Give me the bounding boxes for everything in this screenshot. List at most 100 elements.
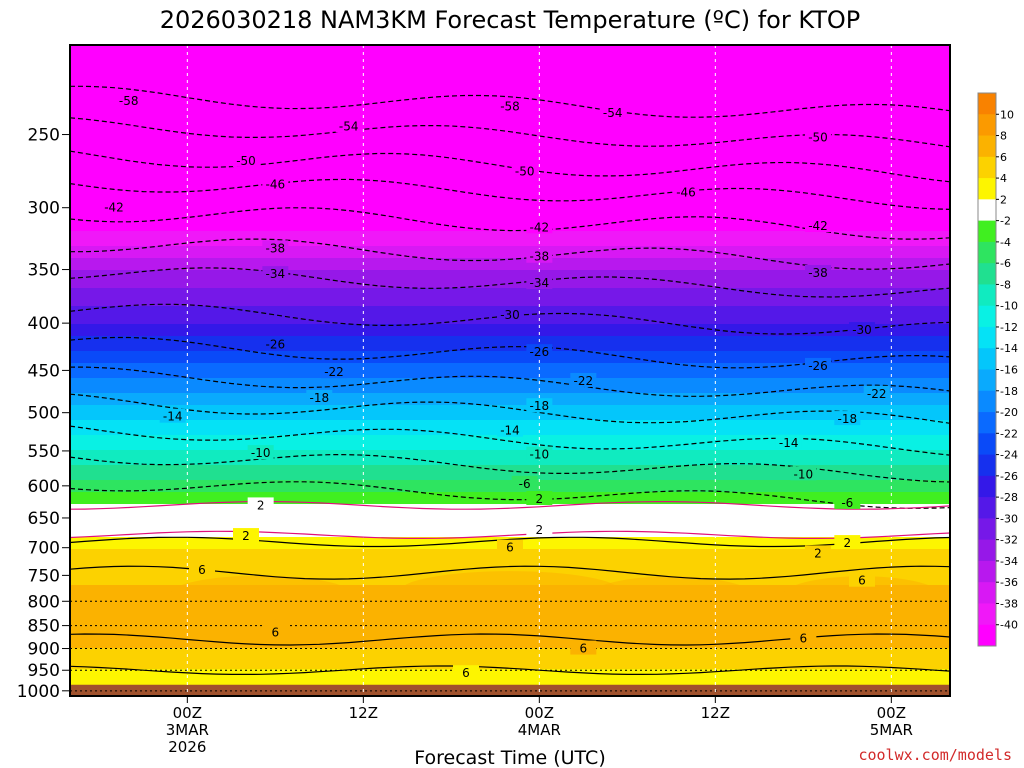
band-row bbox=[70, 363, 950, 367]
band-row bbox=[70, 54, 950, 58]
band-row bbox=[70, 138, 950, 142]
contour-line bbox=[70, 425, 950, 456]
contour-label-bg bbox=[511, 163, 538, 178]
band-row bbox=[70, 285, 950, 289]
contour-label-bg bbox=[262, 266, 289, 281]
x-tick-label: 12Z bbox=[701, 704, 730, 722]
contour-label-bg bbox=[834, 535, 861, 550]
band-row bbox=[70, 186, 950, 190]
y-tick-label: 550 bbox=[28, 442, 60, 462]
band-row bbox=[70, 375, 950, 379]
colorbar-label: -26 bbox=[1000, 470, 1018, 483]
contour-label-bg bbox=[570, 372, 597, 387]
band-row bbox=[70, 483, 950, 487]
band-row bbox=[70, 447, 950, 451]
band-row bbox=[70, 300, 950, 304]
band-row bbox=[70, 72, 950, 76]
band-row bbox=[70, 255, 950, 259]
band-row bbox=[70, 207, 950, 211]
band-row bbox=[70, 504, 950, 508]
contour-label: -50 bbox=[236, 154, 256, 168]
credit-text: coolwx.com/models bbox=[858, 746, 1012, 764]
band-row bbox=[70, 135, 950, 139]
warm-patch bbox=[170, 575, 351, 612]
contour-line bbox=[70, 536, 950, 548]
colorbar-label: -34 bbox=[1000, 555, 1018, 568]
contour-label: -14 bbox=[500, 424, 520, 438]
colorbar-bin bbox=[978, 326, 996, 349]
band-row bbox=[70, 618, 950, 622]
band-row bbox=[70, 183, 950, 187]
contour-label: -50 bbox=[808, 131, 828, 145]
contour-label: -14 bbox=[779, 436, 799, 450]
band-row bbox=[70, 69, 950, 73]
band-row bbox=[70, 516, 950, 520]
colorbar-bin bbox=[978, 539, 996, 562]
contour-label: -10 bbox=[251, 446, 271, 460]
y-tick-label: 300 bbox=[28, 199, 60, 219]
band-row bbox=[70, 195, 950, 199]
colorbar-bin bbox=[978, 518, 996, 541]
band-row bbox=[70, 459, 950, 463]
contour-line bbox=[70, 150, 950, 183]
plot-area: -58 -58 -54 -54 -50 -50 -50 -46 -46 -42 -42 -42 -38 -… bbox=[70, 45, 950, 696]
contour-label: -34 bbox=[530, 276, 550, 290]
contour-label-bg bbox=[805, 545, 831, 560]
x-tick-label: 00Z bbox=[525, 704, 554, 722]
colorbar-bin bbox=[978, 497, 996, 519]
band-row bbox=[70, 636, 950, 640]
contour-label-bg bbox=[790, 630, 817, 645]
contour-label-bg bbox=[849, 572, 875, 587]
y-tick-label: 450 bbox=[28, 361, 60, 381]
band-row bbox=[70, 378, 950, 382]
colorbar-label: 10 bbox=[1000, 108, 1014, 121]
y-tick-label: 250 bbox=[28, 126, 60, 146]
contour-label-bg bbox=[335, 118, 362, 133]
contour-label: -14 bbox=[163, 410, 183, 424]
contour-label-bg bbox=[570, 640, 597, 655]
contour-label-bg bbox=[115, 93, 142, 108]
band-row bbox=[70, 168, 950, 172]
colorbar-label: -28 bbox=[1000, 491, 1018, 504]
band-row bbox=[70, 402, 950, 406]
band-row bbox=[70, 501, 950, 505]
band-row bbox=[70, 360, 950, 364]
band-row bbox=[70, 387, 950, 391]
band-row bbox=[70, 222, 950, 226]
y-tick-label: 800 bbox=[28, 592, 60, 612]
band-row bbox=[70, 669, 950, 673]
band-row bbox=[70, 474, 950, 478]
colorbar-bin bbox=[978, 582, 996, 604]
band-row bbox=[70, 342, 950, 346]
contour-label-bg bbox=[805, 129, 831, 144]
colorbar-bin bbox=[978, 263, 996, 285]
x-tick-label: 3MAR bbox=[166, 721, 209, 739]
colorbar-label: -24 bbox=[1000, 449, 1018, 462]
band-row bbox=[70, 120, 950, 124]
contour-label: -10 bbox=[794, 467, 814, 481]
band-row bbox=[70, 321, 950, 325]
contour-label: -38 bbox=[266, 241, 286, 255]
band-row bbox=[70, 552, 950, 556]
contour-line bbox=[70, 267, 950, 298]
band-row bbox=[70, 462, 950, 466]
x-tick-label: 5MAR bbox=[870, 721, 913, 739]
contour-label: -18 bbox=[838, 412, 858, 426]
colorbar-label: 6 bbox=[1000, 151, 1007, 164]
band-row bbox=[70, 123, 950, 127]
colorbar-bin bbox=[978, 603, 996, 626]
band-row bbox=[70, 453, 950, 457]
contour-line bbox=[70, 336, 950, 369]
band-row bbox=[70, 93, 950, 97]
colorbar-bin bbox=[978, 624, 996, 647]
x-axis-label: Forecast Time (UTC) bbox=[414, 747, 605, 768]
contour-label: -26 bbox=[530, 345, 550, 359]
colorbar-bin bbox=[978, 348, 996, 370]
band-row bbox=[70, 366, 950, 370]
y-tick-label: 700 bbox=[28, 539, 60, 559]
band-row bbox=[70, 156, 950, 160]
band-row bbox=[70, 297, 950, 301]
contour-label-bg bbox=[247, 497, 274, 512]
colorbar-label: -36 bbox=[1000, 576, 1018, 589]
band-row bbox=[70, 87, 950, 91]
